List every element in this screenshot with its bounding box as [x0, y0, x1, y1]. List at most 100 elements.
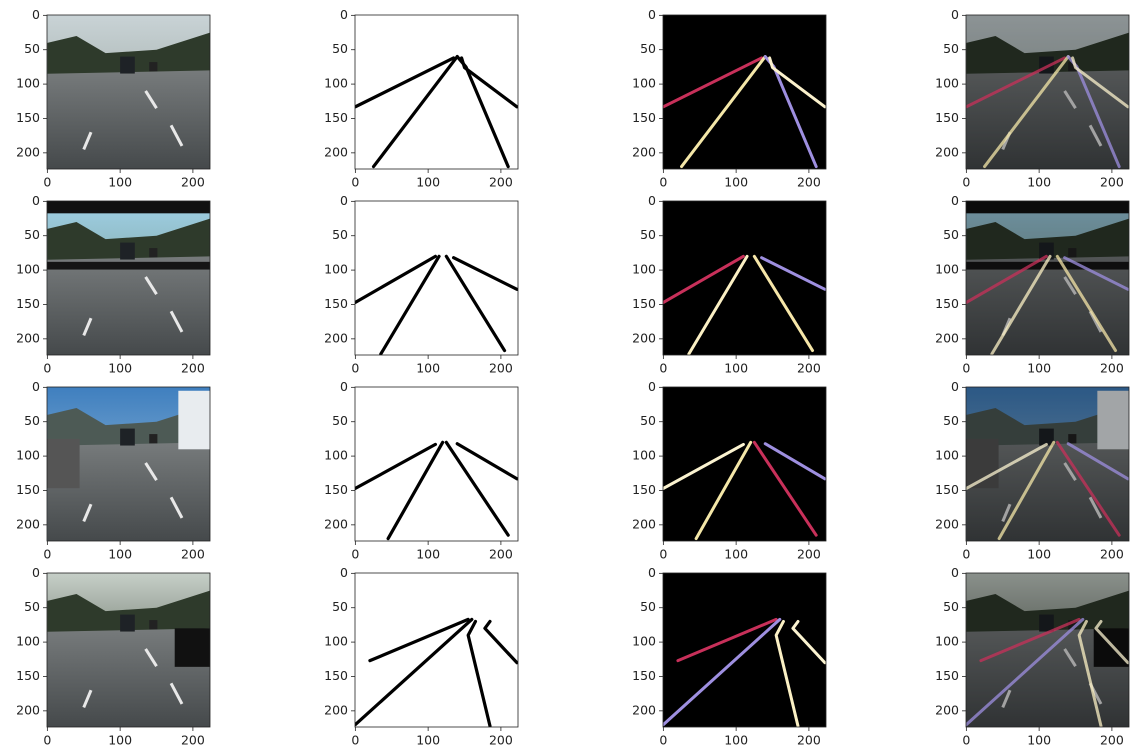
car	[120, 429, 135, 446]
image	[966, 387, 1130, 541]
x-tick-label: 100	[108, 547, 132, 562]
y-tick-label: 50	[24, 413, 40, 428]
y-tick-label: 150	[632, 296, 656, 311]
y-tick-label: 50	[332, 413, 348, 428]
x-tick-label: 0	[962, 175, 970, 190]
y-tick-label: 100	[16, 634, 40, 649]
x-tick-label: 100	[416, 361, 440, 376]
y-tick-label: 0	[340, 379, 348, 394]
y-tick-label: 100	[935, 76, 959, 91]
y-tick-label: 0	[340, 565, 348, 580]
subplot: 0501001502000100200	[632, 7, 826, 190]
y-tick-label: 50	[943, 413, 959, 428]
road	[47, 256, 210, 355]
subplot: 0501001502000100200	[632, 193, 826, 376]
y-tick-label: 100	[632, 76, 656, 91]
dash-frame	[47, 262, 210, 270]
x-tick-label: 100	[724, 175, 748, 190]
y-tick-label: 0	[951, 7, 959, 22]
y-tick-label: 0	[648, 7, 656, 22]
x-tick-label: 200	[797, 733, 821, 748]
image	[47, 573, 211, 727]
y-tick-label: 200	[632, 702, 656, 717]
y-tick-label: 150	[632, 668, 656, 683]
image	[355, 573, 518, 727]
image	[47, 387, 211, 541]
x-tick-label: 100	[108, 175, 132, 190]
y-tick-label: 150	[935, 668, 959, 683]
y-tick-label: 100	[935, 634, 959, 649]
y-tick-label: 50	[943, 41, 959, 56]
x-tick-label: 0	[962, 547, 970, 562]
y-tick-label: 150	[324, 668, 348, 683]
x-tick-label: 200	[797, 361, 821, 376]
car	[149, 62, 157, 71]
car	[120, 57, 135, 74]
y-tick-label: 200	[632, 144, 656, 159]
subplot: 0501001502000100200	[935, 7, 1129, 190]
x-tick-label: 100	[416, 175, 440, 190]
x-tick-label: 0	[43, 175, 51, 190]
y-tick-label: 200	[16, 144, 40, 159]
image	[355, 15, 518, 169]
y-tick-label: 150	[16, 668, 40, 683]
x-tick-label: 100	[416, 547, 440, 562]
y-tick-label: 150	[632, 110, 656, 125]
shade	[966, 15, 1129, 169]
x-tick-label: 100	[108, 361, 132, 376]
x-tick-label: 100	[724, 733, 748, 748]
y-tick-label: 200	[935, 702, 959, 717]
subplot: 0501001502000100200	[324, 193, 518, 376]
image	[663, 201, 826, 355]
x-tick-label: 0	[962, 361, 970, 376]
y-tick-label: 0	[340, 7, 348, 22]
y-tick-label: 50	[640, 599, 656, 614]
x-tick-label: 0	[659, 361, 667, 376]
x-tick-label: 200	[1100, 175, 1124, 190]
subplot: 0501001502000100200	[935, 379, 1130, 562]
image	[966, 573, 1130, 727]
truck	[178, 391, 211, 450]
y-tick-label: 50	[24, 41, 40, 56]
y-tick-label: 0	[951, 379, 959, 394]
y-tick-label: 150	[324, 110, 348, 125]
y-tick-label: 100	[324, 634, 348, 649]
x-tick-label: 100	[724, 361, 748, 376]
y-tick-label: 0	[32, 565, 40, 580]
y-tick-label: 50	[943, 599, 959, 614]
x-tick-label: 100	[724, 547, 748, 562]
x-tick-label: 200	[181, 175, 205, 190]
x-tick-label: 0	[962, 733, 970, 748]
y-tick-label: 50	[640, 227, 656, 242]
image	[663, 573, 826, 727]
x-tick-label: 200	[1100, 547, 1124, 562]
y-tick-label: 150	[16, 296, 40, 311]
x-tick-label: 200	[181, 733, 205, 748]
x-tick-label: 0	[43, 547, 51, 562]
image	[47, 201, 210, 355]
road	[47, 70, 210, 169]
x-tick-label: 0	[351, 547, 359, 562]
y-tick-label: 150	[324, 296, 348, 311]
y-tick-label: 0	[32, 379, 40, 394]
y-tick-label: 0	[32, 7, 40, 22]
y-tick-label: 0	[32, 193, 40, 208]
y-tick-label: 100	[324, 76, 348, 91]
y-tick-label: 200	[324, 330, 348, 345]
y-tick-label: 200	[935, 144, 959, 159]
x-tick-label: 200	[797, 175, 821, 190]
y-tick-label: 0	[648, 379, 656, 394]
car	[175, 628, 211, 667]
subplot: 0501001502000100200	[632, 565, 826, 748]
x-tick-label: 200	[489, 547, 513, 562]
image	[355, 201, 518, 355]
y-tick-label: 200	[324, 516, 348, 531]
subplot: 0501001502000100200	[935, 193, 1129, 376]
y-tick-label: 100	[632, 634, 656, 649]
x-tick-label: 200	[797, 547, 821, 562]
image	[663, 387, 826, 541]
image	[47, 15, 210, 169]
y-tick-label: 50	[24, 599, 40, 614]
